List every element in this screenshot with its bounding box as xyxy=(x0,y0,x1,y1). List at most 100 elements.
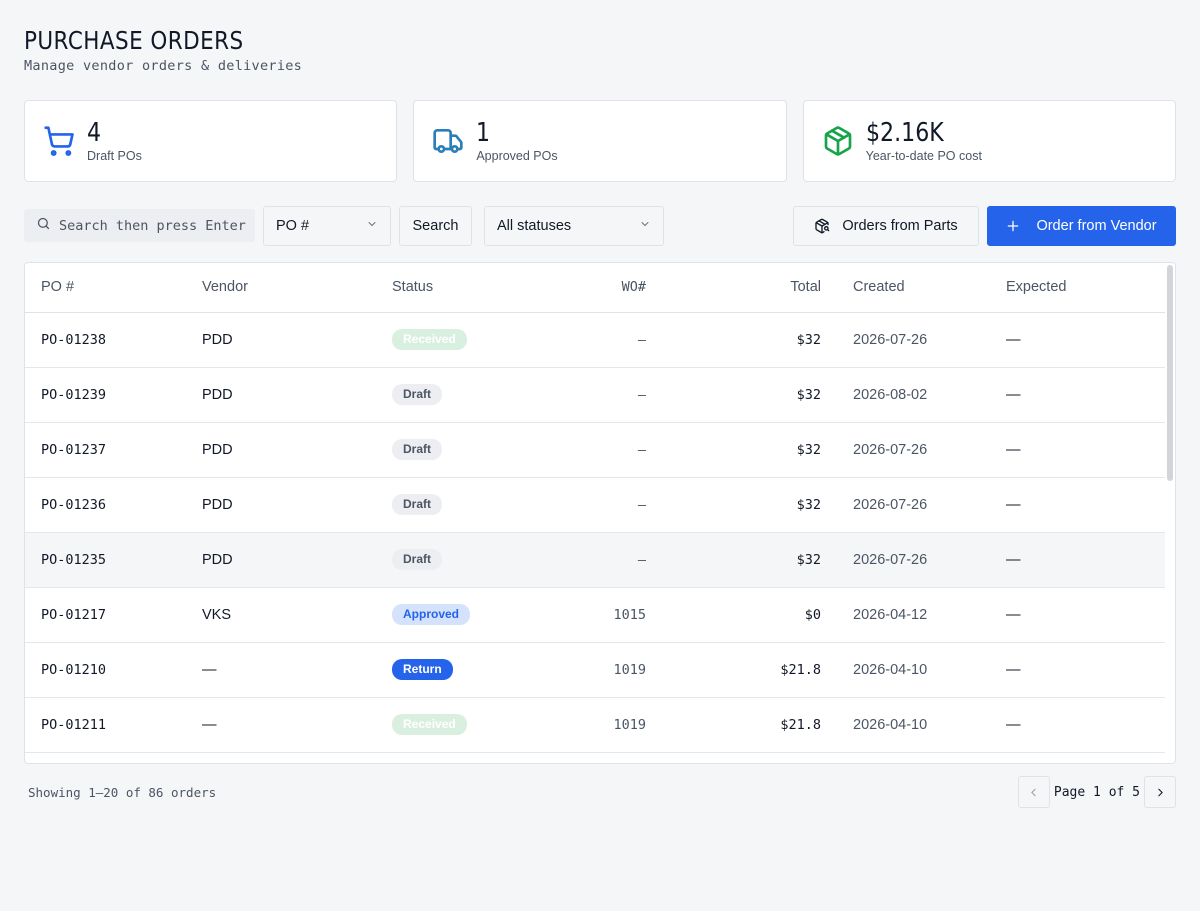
package-search-icon xyxy=(814,218,830,234)
col-status[interactable]: Status xyxy=(392,263,554,313)
wo-cell: 1019 xyxy=(554,697,646,753)
status-cell: Approved xyxy=(392,587,554,643)
vendor-cell: — xyxy=(202,697,392,753)
table-header-row: PO # Vendor Status WO# Total Created Exp… xyxy=(25,263,1167,313)
box-icon xyxy=(820,123,856,159)
table-row[interactable]: PO-01236 PDD Draft – $32 2026-07-26— xyxy=(25,477,1167,533)
status-cell: Return xyxy=(392,642,554,698)
wo-cell: – xyxy=(554,532,646,588)
table-row[interactable]: PO-01237 PDD Draft – $32 2026-07-26— xyxy=(25,422,1167,478)
chevron-left-icon xyxy=(1027,786,1040,799)
expected-cell: — xyxy=(1006,367,1167,423)
table-row[interactable]: PO-01210— Return 1019 $21.8 2026-04-10— xyxy=(25,642,1167,698)
prev-page-button[interactable] xyxy=(1017,776,1050,808)
col-wo[interactable]: WO# xyxy=(554,263,646,313)
created-cell: 2026-04-12 xyxy=(821,587,1006,643)
status-cell: Draft xyxy=(392,532,554,588)
table-row[interactable]: PO-01211— Received 1019 $21.8 2026-04-10— xyxy=(25,697,1167,753)
expected-cell: — xyxy=(1006,312,1167,368)
vendor-cell: PDD xyxy=(202,422,392,478)
table-scrollbar-thumb[interactable] xyxy=(1167,265,1173,481)
created-cell: 2026-04-10 xyxy=(821,697,1006,753)
plus-icon xyxy=(1006,219,1020,233)
order-from-vendor-label: Order from Vendor xyxy=(1036,218,1157,234)
stat-card-approved: 1 Approved POs xyxy=(413,100,787,182)
search-field-select[interactable]: PO # xyxy=(263,206,391,246)
table-row[interactable]: PO-01238 PDD Received – $32 2026-07-26— xyxy=(25,312,1167,368)
chevron-down-icon xyxy=(639,218,651,234)
vendor-cell: PDD xyxy=(202,532,392,588)
vendor-cell: VKS xyxy=(202,587,392,643)
stat-card-ytd-cost: $2.16K Year-to-date PO cost xyxy=(802,100,1176,182)
table-row[interactable]: PO-01217 VKS Approved 1015 $0 2026-04-12— xyxy=(25,587,1167,643)
search-field-value: PO # xyxy=(276,218,310,234)
wo-cell: – xyxy=(554,367,646,423)
page-subtitle: Manage vendor orders & deliveries xyxy=(24,58,303,74)
page-title: PURCHASE ORDERS xyxy=(24,26,244,55)
wo-cell: – xyxy=(554,477,646,533)
po-cell: PO-01236 xyxy=(25,477,202,533)
toolbar: PO # Search All statuses Orders from Par… xyxy=(24,206,1176,246)
total-cell: $32 xyxy=(646,422,821,478)
status-badge: Approved xyxy=(392,604,471,625)
po-cell: PO-01239 xyxy=(25,367,202,423)
status-cell: Draft xyxy=(392,477,554,533)
pagination-summary: Showing 1–20 of 86 orders xyxy=(28,785,217,800)
col-created[interactable]: Created xyxy=(821,263,1006,313)
stat-value: $2.16K xyxy=(865,118,944,148)
status-filter-select[interactable]: All statuses xyxy=(484,206,664,246)
created-cell: 2026-08-02 xyxy=(821,367,1006,423)
stat-label: Draft POs xyxy=(87,149,142,163)
search-icon xyxy=(36,216,51,236)
total-cell: $32 xyxy=(646,532,821,588)
vendor-cell: PDD xyxy=(202,477,392,533)
wo-cell: – xyxy=(554,312,646,368)
col-expected[interactable]: Expected xyxy=(1006,263,1167,313)
table-row[interactable]: PO-01235 PDD Draft – $32 2026-07-26— xyxy=(25,532,1167,588)
vendor-cell: — xyxy=(202,642,392,698)
table-row[interactable]: PO-01239 PDD Draft – $32 2026-08-02— xyxy=(25,367,1167,423)
orders-from-parts-label: Orders from Parts xyxy=(842,218,958,234)
stat-label: Year-to-date PO cost xyxy=(865,149,982,163)
expected-cell: — xyxy=(1006,532,1167,588)
search-button[interactable]: Search xyxy=(399,206,472,246)
pagination: Page 1 of 5 xyxy=(1017,776,1176,808)
status-badge: Draft xyxy=(392,549,443,570)
status-badge: Draft xyxy=(392,439,443,460)
status-badge: Received xyxy=(392,329,467,350)
status-filter-value: All statuses xyxy=(497,218,572,234)
created-cell: 2026-07-26 xyxy=(821,532,1006,588)
expected-cell: — xyxy=(1006,422,1167,478)
vendor-cell: PDD xyxy=(202,312,392,368)
chevron-down-icon xyxy=(366,218,378,234)
total-cell: $0 xyxy=(646,587,821,643)
expected-cell: — xyxy=(1006,697,1167,753)
status-badge: Received xyxy=(392,714,467,735)
col-vendor[interactable]: Vendor xyxy=(202,263,392,313)
stat-card-draft: 4 Draft POs xyxy=(24,100,398,182)
po-cell: PO-01238 xyxy=(25,312,202,368)
expected-cell: — xyxy=(1006,642,1167,698)
col-po[interactable]: PO # xyxy=(25,263,202,313)
vendor-cell: PDD xyxy=(202,367,392,423)
order-from-vendor-button[interactable]: Order from Vendor xyxy=(987,206,1176,246)
created-cell: 2026-07-26 xyxy=(821,477,1006,533)
search-input[interactable] xyxy=(59,217,247,234)
po-cell: PO-01210 xyxy=(25,642,202,698)
search-box[interactable] xyxy=(24,209,255,242)
page-indicator: Page 1 of 5 xyxy=(1053,784,1140,800)
orders-from-parts-button[interactable]: Orders from Parts xyxy=(793,206,979,246)
expected-cell: — xyxy=(1006,587,1167,643)
total-cell: $32 xyxy=(646,477,821,533)
total-cell: $32 xyxy=(646,367,821,423)
wo-cell: – xyxy=(554,422,646,478)
status-cell: Received xyxy=(392,697,554,753)
table-scrollbar[interactable] xyxy=(1165,263,1175,763)
page-header: PURCHASE ORDERS Manage vendor orders & d… xyxy=(24,26,302,74)
col-total[interactable]: Total xyxy=(646,263,821,313)
next-page-button[interactable] xyxy=(1144,776,1176,808)
created-cell: 2026-07-26 xyxy=(821,312,1006,368)
wo-cell: 1019 xyxy=(554,642,646,698)
po-cell: PO-01237 xyxy=(25,422,202,478)
stat-label: Approved POs xyxy=(476,149,558,163)
